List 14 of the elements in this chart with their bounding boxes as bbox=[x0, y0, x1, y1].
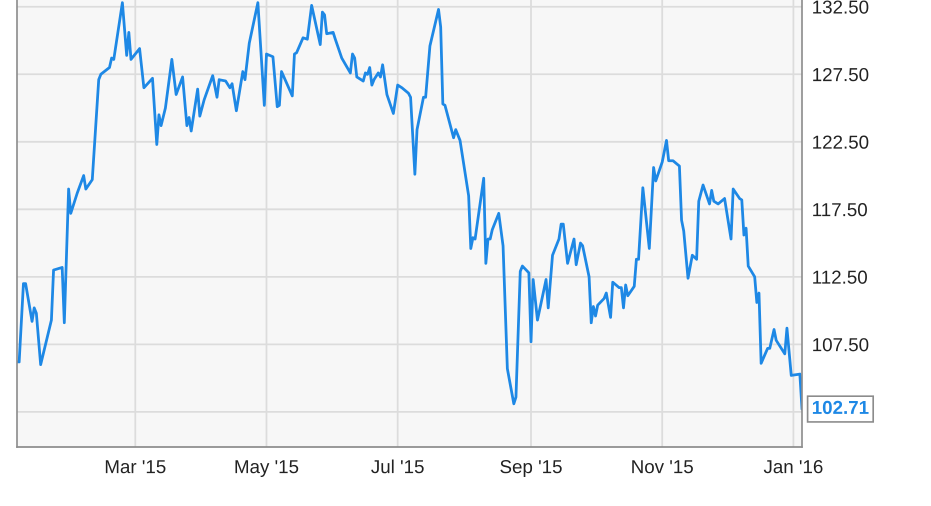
annotation: 102.71 bbox=[812, 400, 869, 414]
x-tick-label: Jan '16 bbox=[764, 460, 823, 474]
y-tick-label: 107.50 bbox=[813, 338, 868, 352]
y-tick-label: 112.50 bbox=[813, 270, 867, 284]
y-tick-label: 122.50 bbox=[813, 136, 868, 149]
line-series bbox=[17, 1, 802, 410]
x-tick-label: May '15 bbox=[235, 460, 298, 477]
x-tick-label: Sep '15 bbox=[500, 460, 562, 477]
y-tick-label: 127.50 bbox=[813, 68, 868, 82]
y-tick-label: 117.50 bbox=[813, 203, 867, 216]
x-tick-label: Jul '15 bbox=[371, 460, 424, 474]
y-tick-label: 132.50 bbox=[813, 0, 868, 14]
x-tick-label: Nov '15 bbox=[632, 460, 693, 474]
x-tick-label: Mar '15 bbox=[106, 460, 166, 474]
